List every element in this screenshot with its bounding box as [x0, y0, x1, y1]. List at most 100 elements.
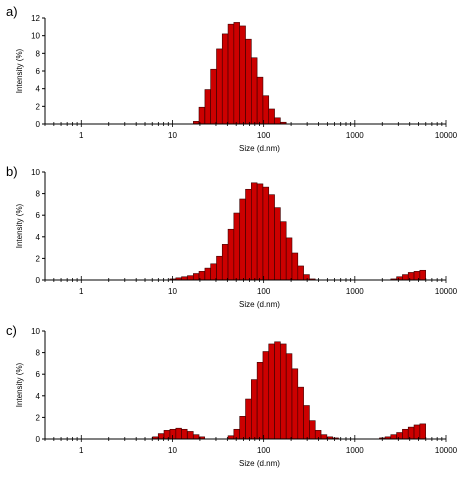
panel-b-y-tick-label: 4 — [36, 233, 41, 242]
panel-c-y-tick-label: 4 — [36, 392, 41, 401]
panel-b-bar — [303, 274, 310, 281]
panel-c-bar — [233, 428, 240, 440]
panel-a-y-tick-label: 8 — [36, 49, 41, 58]
panel-b-bar — [216, 255, 223, 281]
panel-b-bar — [413, 271, 421, 281]
panel-b-bar — [204, 267, 211, 281]
panel-b-bar — [407, 272, 415, 281]
panel-a: a) 0 2 4 6 8 10 12 1 10 100 1000 10000 Size (d.nm) Int… — [6, 4, 458, 153]
panel-c-bar — [251, 379, 258, 440]
panel-b-bar — [262, 186, 270, 281]
panel-b-bar — [402, 274, 409, 281]
panel-c-y-tick-label: 6 — [36, 370, 41, 379]
panel-a-y-tick-label: 10 — [31, 32, 40, 41]
panel-c-bar — [175, 427, 182, 440]
panel-a-x-tick-label: 100 — [257, 131, 271, 140]
panel-a-x-tick-label: 1 — [79, 131, 84, 140]
panel-c-bar — [280, 343, 287, 440]
panel-a-x-tick-label: 1000 — [346, 131, 364, 140]
panel-c-bar — [390, 434, 397, 440]
panel-c-bar — [407, 426, 415, 440]
panel-b-bar — [256, 183, 264, 281]
panel-a-bar — [198, 106, 205, 125]
panel-c-y-tick-label: 0 — [36, 435, 41, 444]
panel-b-y-tick-label: 8 — [36, 190, 41, 199]
panel-b-bar — [193, 273, 200, 281]
panel-a-x-tick-label: 10 — [168, 131, 177, 140]
panel-c-bar — [419, 423, 426, 440]
panel-a-x-tick-label: 10000 — [435, 131, 458, 140]
panel-c-x-tick-label: 1 — [79, 446, 84, 455]
panel-a-bar — [274, 117, 281, 125]
panel-a-x-axis-title: Size (d.nm) — [239, 144, 280, 153]
panel-b-bar — [280, 221, 287, 281]
panel-a-bar — [233, 22, 240, 125]
panel-b-bar — [419, 269, 426, 281]
panel-a-label: a) — [6, 4, 18, 19]
panel-a-bar — [216, 48, 223, 125]
panel-a-bar — [262, 95, 270, 125]
panel-b-y-tick-label: 0 — [36, 276, 41, 285]
panel-c-bar — [239, 416, 246, 440]
panel-c-bar — [309, 420, 316, 440]
panel-a-bar — [239, 25, 246, 125]
panel-a-bar — [256, 76, 264, 125]
panel-c-bar — [245, 398, 252, 440]
panel-b-bar — [251, 182, 258, 281]
panel-b-x-tick-label: 10 — [168, 287, 177, 296]
panel-b-x-tick-label: 1000 — [346, 287, 364, 296]
panel-c-y-axis-title: Intensity (%) — [15, 362, 24, 407]
panel-b-y-tick-label: 2 — [36, 254, 41, 263]
panel-b-bar — [274, 207, 281, 281]
panel-b-bar — [285, 237, 293, 281]
panel-a-y-tick-label: 4 — [36, 85, 41, 94]
panel-c-bar — [396, 432, 403, 440]
panel-c-bar — [303, 405, 310, 440]
panel-c-y-tick-label: 8 — [36, 349, 41, 358]
panel-a-bar — [251, 57, 258, 125]
panel-c-bar — [285, 353, 293, 440]
panel-c-x-tick-label: 10000 — [435, 446, 458, 455]
panel-a-bar — [221, 33, 229, 125]
panel-a-y-axis-title: Intensity (%) — [15, 48, 24, 93]
panel-c-bar — [268, 343, 275, 440]
panel-b-bar — [268, 194, 275, 281]
panel-c-x-tick-label: 100 — [257, 446, 271, 455]
panel-b: b) 0 2 4 6 8 10 1 10 100 1000 10000 Size (d.nm) Inten… — [6, 164, 458, 309]
panel-a-y-tick-label: 12 — [31, 14, 40, 23]
panel-c-bar — [256, 362, 264, 440]
panel-a-y-tick-label: 0 — [36, 120, 41, 129]
panel-c-bar — [413, 424, 421, 440]
panel-c-label: c) — [6, 323, 17, 338]
panel-a-bar — [268, 108, 275, 125]
panel-b-bar — [239, 198, 246, 281]
panel-c-bar — [157, 433, 165, 440]
panel-a-bar — [204, 89, 211, 125]
panel-a-y-tick-label: 2 — [36, 102, 41, 111]
panel-c-bar — [291, 368, 299, 440]
panel-c-x-axis-title: Size (d.nm) — [239, 459, 280, 468]
panel-c-bar — [163, 430, 171, 440]
panel-a-bar — [245, 38, 252, 125]
panel-c-x-tick-label: 1000 — [346, 446, 364, 455]
panel-b-bar — [210, 263, 217, 281]
panel-b-bar — [245, 188, 252, 281]
panel-c-bar — [297, 386, 304, 440]
panel-a-y-tick-label: 6 — [36, 67, 41, 76]
panel-b-bar — [291, 252, 299, 281]
panel-c-bar — [181, 428, 188, 440]
panel-b-x-axis-title: Size (d.nm) — [239, 300, 280, 309]
panel-c-bar — [262, 351, 270, 440]
panel-b-y-tick-label: 6 — [36, 211, 41, 220]
panel-c-y-tick-label: 10 — [31, 327, 40, 336]
panel-b-x-tick-label: 1 — [79, 287, 84, 296]
panel-a-bar — [210, 68, 217, 125]
panel-c-bar — [193, 434, 200, 440]
panel-b-y-tick-label: 10 — [31, 168, 40, 177]
panel-b-label: b) — [6, 164, 18, 179]
panel-c-bar — [274, 341, 281, 440]
panel-c-bar — [187, 431, 194, 440]
panel-c-x-tick-label: 10 — [168, 446, 177, 455]
panel-b-bar — [233, 212, 240, 281]
